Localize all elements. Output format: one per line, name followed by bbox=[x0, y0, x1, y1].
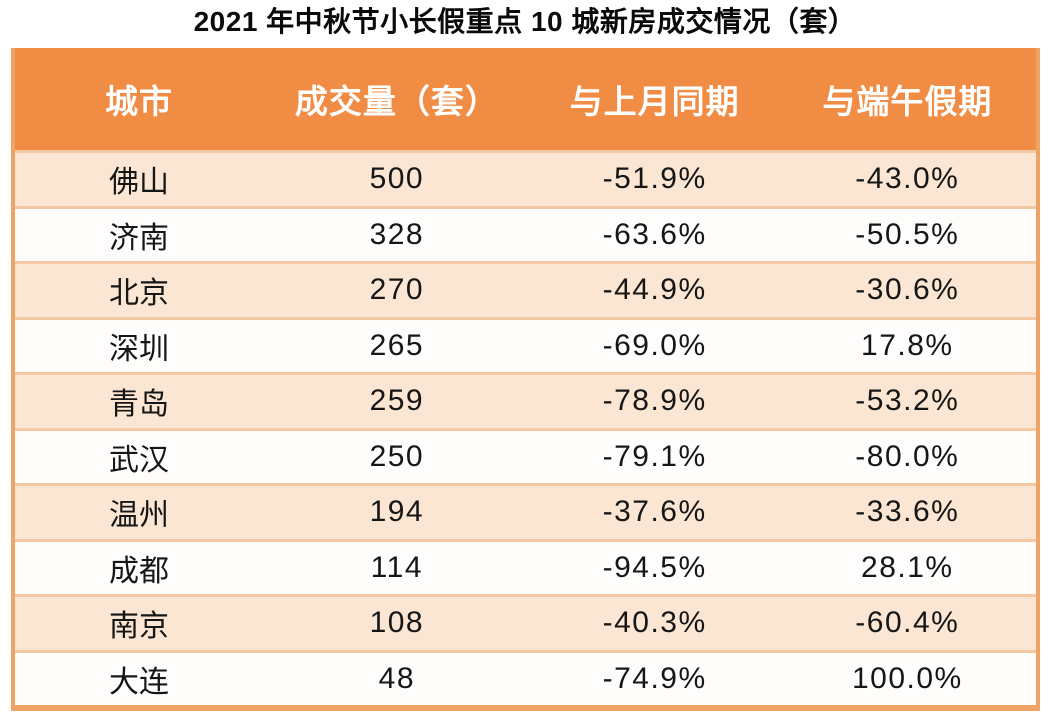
cell-vs-duanwu: 28.1% bbox=[861, 550, 954, 584]
table-row: 温州 194 -37.6% -33.6% bbox=[15, 483, 1036, 539]
sales-table: 城市 成交量（套） 与上月同期 与端午假期 佛山 500 -51.9% -43.0% 济… bbox=[11, 48, 1040, 711]
cell-city: 温州 bbox=[109, 499, 170, 533]
cell-city: 武汉 bbox=[109, 443, 170, 477]
cell-vs-duanwu: 17.8% bbox=[861, 328, 954, 362]
cell-vs-last-month: -94.5% bbox=[602, 550, 707, 584]
cell-volume: 328 bbox=[369, 217, 425, 251]
header-city: 城市 bbox=[105, 83, 174, 120]
table-row: 大连 48 -74.9% 100.0% bbox=[15, 649, 1036, 705]
header-vs-last-month: 与上月同期 bbox=[569, 83, 740, 120]
table-row: 南京 108 -40.3% -60.4% bbox=[15, 594, 1036, 650]
cell-city: 南京 bbox=[109, 610, 170, 644]
cell-vs-duanwu: -80.0% bbox=[855, 439, 960, 473]
header-volume: 成交量（套） bbox=[294, 83, 499, 120]
cell-city: 北京 bbox=[109, 277, 170, 311]
cell-volume: 194 bbox=[369, 495, 425, 529]
cell-volume: 500 bbox=[369, 162, 425, 196]
cell-city: 佛山 bbox=[109, 166, 170, 200]
cell-vs-last-month: -44.9% bbox=[602, 273, 707, 307]
table-row: 青岛 259 -78.9% -53.2% bbox=[15, 372, 1036, 428]
cell-vs-last-month: -40.3% bbox=[602, 606, 707, 640]
cell-vs-last-month: -63.6% bbox=[602, 217, 707, 251]
table-row: 成都 114 -94.5% 28.1% bbox=[15, 538, 1036, 594]
header-vs-duanwu: 与端午假期 bbox=[822, 83, 993, 120]
cell-vs-duanwu: -33.6% bbox=[855, 495, 960, 529]
cell-volume: 259 bbox=[369, 384, 425, 418]
page-title: 2021 年中秋节小长假重点 10 城新房成交情况（套） bbox=[193, 6, 857, 37]
cell-city: 济南 bbox=[109, 221, 170, 255]
cell-city: 大连 bbox=[109, 665, 170, 699]
cell-city: 成都 bbox=[109, 554, 170, 588]
cell-vs-duanwu: -30.6% bbox=[855, 273, 960, 307]
cell-vs-duanwu: 100.0% bbox=[851, 661, 963, 695]
table-row: 深圳 265 -69.0% 17.8% bbox=[15, 316, 1036, 372]
cell-vs-last-month: -74.9% bbox=[602, 661, 707, 695]
cell-volume: 108 bbox=[369, 606, 425, 640]
table-row: 北京 270 -44.9% -30.6% bbox=[15, 261, 1036, 317]
cell-vs-last-month: -78.9% bbox=[602, 384, 707, 418]
cell-vs-last-month: -69.0% bbox=[602, 328, 707, 362]
cell-volume: 265 bbox=[369, 328, 425, 362]
table-header-row: 城市 成交量（套） 与上月同期 与端午假期 bbox=[15, 48, 1036, 150]
cell-vs-duanwu: -50.5% bbox=[855, 217, 960, 251]
table-row: 佛山 500 -51.9% -43.0% bbox=[15, 150, 1036, 206]
cell-city: 深圳 bbox=[109, 332, 170, 366]
cell-vs-last-month: -79.1% bbox=[602, 439, 707, 473]
cell-city: 青岛 bbox=[109, 388, 170, 422]
table-row: 武汉 250 -79.1% -80.0% bbox=[15, 427, 1036, 483]
cell-vs-duanwu: -43.0% bbox=[855, 162, 960, 196]
cell-volume: 48 bbox=[378, 661, 416, 695]
cell-volume: 270 bbox=[369, 273, 425, 307]
cell-vs-last-month: -51.9% bbox=[602, 162, 707, 196]
cell-volume: 250 bbox=[369, 439, 425, 473]
cell-vs-last-month: -37.6% bbox=[602, 495, 707, 529]
cell-volume: 114 bbox=[370, 550, 423, 584]
cell-vs-duanwu: -53.2% bbox=[855, 384, 960, 418]
cell-vs-duanwu: -60.4% bbox=[855, 606, 960, 640]
table-row: 济南 328 -63.6% -50.5% bbox=[15, 205, 1036, 261]
table-body: 佛山 500 -51.9% -43.0% 济南 328 -63.6% -50.5% 北京 270 -… bbox=[15, 150, 1036, 705]
